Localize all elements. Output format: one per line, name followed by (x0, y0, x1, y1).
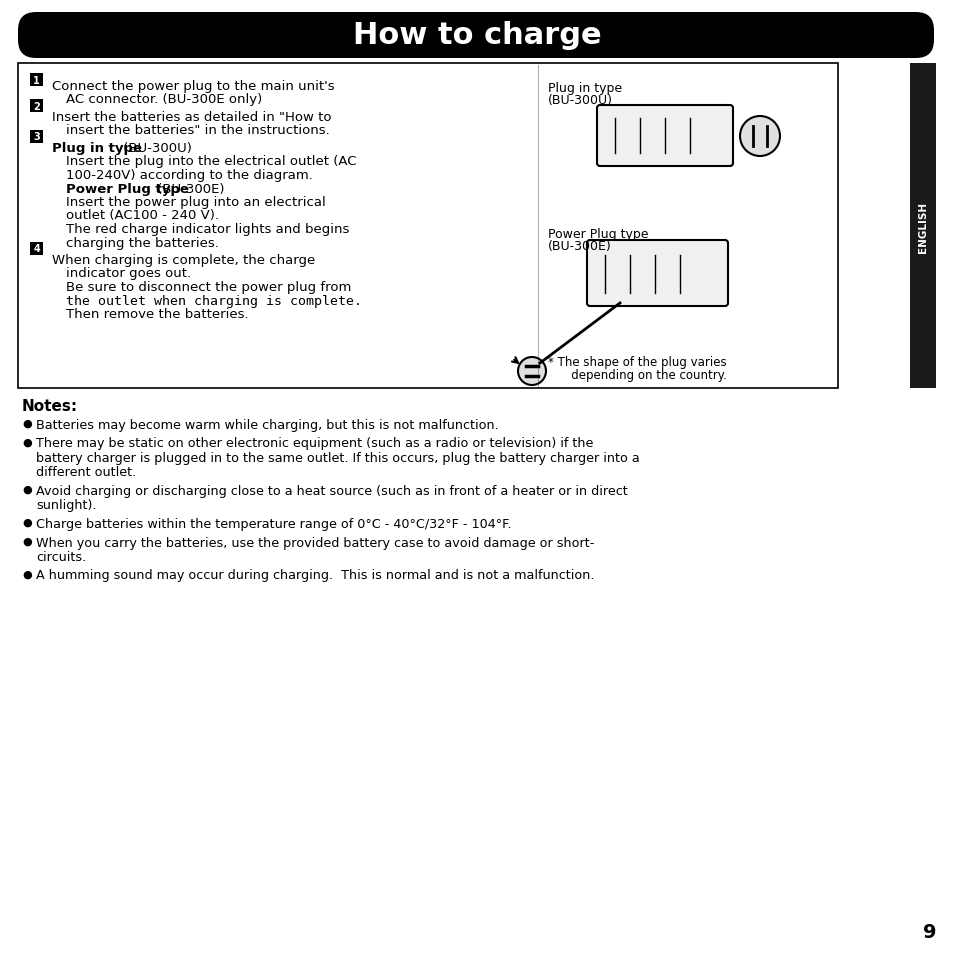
Text: Insert the power plug into an electrical: Insert the power plug into an electrical (66, 195, 325, 209)
Text: Insert the plug into the electrical outlet (AC: Insert the plug into the electrical outl… (66, 155, 356, 169)
Text: outlet (AC100 - 240 V).: outlet (AC100 - 240 V). (66, 210, 219, 222)
Text: (BU-300U): (BU-300U) (547, 94, 613, 107)
FancyBboxPatch shape (18, 13, 933, 59)
Text: the outlet when charging is complete.: the outlet when charging is complete. (66, 294, 361, 307)
Text: ●: ● (22, 569, 31, 578)
Text: indicator goes out.: indicator goes out. (66, 267, 191, 280)
Text: A humming sound may occur during charging.  This is normal and is not a malfunct: A humming sound may occur during chargin… (36, 569, 594, 582)
Text: charging the batteries.: charging the batteries. (66, 236, 218, 250)
Text: Charge batteries within the temperature range of 0°C - 40°C/32°F - 104°F.: Charge batteries within the temperature … (36, 517, 511, 531)
Bar (30, 100, 43, 112)
Bar (30, 74, 43, 87)
Text: Batteries may become warm while charging, but this is not malfunction.: Batteries may become warm while charging… (36, 418, 498, 432)
Text: ●: ● (22, 418, 31, 429)
Bar (30, 131, 43, 144)
Text: ENGLISH: ENGLISH (917, 201, 927, 253)
Bar (18, 64, 837, 389)
Text: Be sure to disconnect the power plug from: Be sure to disconnect the power plug fro… (66, 281, 351, 294)
Text: How to charge: How to charge (353, 22, 600, 51)
Text: Insert the batteries as detailed in "How to: Insert the batteries as detailed in "How… (52, 111, 331, 124)
Text: ●: ● (22, 517, 31, 527)
Circle shape (517, 357, 545, 386)
Text: Avoid charging or discharging close to a heat source (such as in front of a heat: Avoid charging or discharging close to a… (36, 484, 627, 497)
Text: ●: ● (22, 536, 31, 546)
Text: AC connector. (BU-300E only): AC connector. (BU-300E only) (66, 93, 262, 107)
Text: The red charge indicator lights and begins: The red charge indicator lights and begi… (66, 223, 349, 235)
Text: Power Plug type: Power Plug type (547, 228, 648, 241)
Text: 1: 1 (33, 75, 40, 86)
Text: battery charger is plugged in to the same outlet. If this occurs, plug the batte: battery charger is plugged in to the sam… (36, 452, 639, 464)
Text: depending on the country.: depending on the country. (559, 369, 726, 381)
Text: (BU-300U): (BU-300U) (119, 142, 192, 154)
Text: ●: ● (22, 437, 31, 447)
Text: * The shape of the plug varies: * The shape of the plug varies (547, 355, 726, 369)
Text: 4: 4 (33, 244, 40, 254)
Text: 2: 2 (33, 101, 40, 112)
Text: When charging is complete, the charge: When charging is complete, the charge (52, 253, 314, 267)
Bar (30, 243, 43, 255)
Text: When you carry the batteries, use the provided battery case to avoid damage or s: When you carry the batteries, use the pr… (36, 536, 594, 549)
Text: different outlet.: different outlet. (36, 466, 136, 479)
Circle shape (740, 117, 780, 157)
Text: 100-240V) according to the diagram.: 100-240V) according to the diagram. (66, 169, 313, 182)
Text: (BU-300E): (BU-300E) (152, 182, 224, 195)
FancyBboxPatch shape (597, 106, 732, 167)
Text: ●: ● (22, 484, 31, 495)
Text: sunlight).: sunlight). (36, 499, 96, 512)
Text: 9: 9 (923, 923, 936, 941)
Text: Power Plug type: Power Plug type (66, 182, 189, 195)
Text: (BU-300E): (BU-300E) (547, 240, 611, 253)
Text: 3: 3 (33, 132, 40, 142)
Text: Plug in type: Plug in type (52, 142, 142, 154)
Text: Plug in type: Plug in type (547, 82, 621, 95)
Text: Then remove the batteries.: Then remove the batteries. (66, 308, 249, 320)
FancyBboxPatch shape (586, 241, 727, 307)
Bar (909, 64, 935, 389)
Text: Connect the power plug to the main unit's: Connect the power plug to the main unit'… (52, 80, 335, 92)
Text: There may be static on other electronic equipment (such as a radio or television: There may be static on other electronic … (36, 437, 593, 450)
Text: circuits.: circuits. (36, 551, 86, 563)
Text: insert the batteries" in the instructions.: insert the batteries" in the instruction… (66, 125, 330, 137)
Text: Notes:: Notes: (22, 398, 78, 414)
